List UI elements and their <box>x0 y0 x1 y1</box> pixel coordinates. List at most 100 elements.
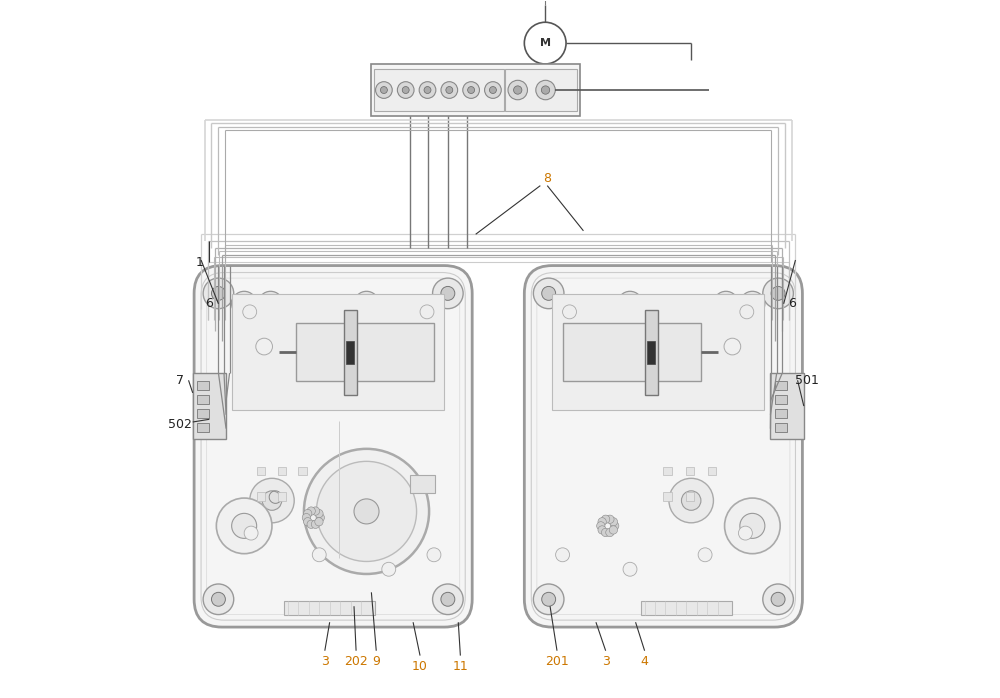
Circle shape <box>763 278 793 309</box>
Bar <box>645 309 658 395</box>
Circle shape <box>424 87 431 94</box>
Bar <box>552 295 764 410</box>
Bar <box>346 341 354 364</box>
Bar <box>775 409 787 418</box>
Circle shape <box>606 515 614 524</box>
Circle shape <box>698 548 712 562</box>
Text: 11: 11 <box>452 660 468 673</box>
Circle shape <box>468 87 475 94</box>
Circle shape <box>302 514 311 522</box>
Circle shape <box>747 299 757 309</box>
Circle shape <box>315 518 323 526</box>
Circle shape <box>763 584 793 614</box>
Text: 502: 502 <box>168 417 192 431</box>
Circle shape <box>211 593 225 607</box>
Bar <box>197 381 209 390</box>
Bar <box>193 373 226 439</box>
Circle shape <box>740 513 765 538</box>
Circle shape <box>541 86 550 94</box>
Circle shape <box>597 521 605 530</box>
Text: 202: 202 <box>344 655 368 669</box>
Circle shape <box>463 82 479 98</box>
Circle shape <box>420 305 434 319</box>
Bar <box>775 395 787 404</box>
Circle shape <box>738 526 752 540</box>
Text: 201: 201 <box>545 655 569 669</box>
FancyBboxPatch shape <box>194 265 472 627</box>
Circle shape <box>724 339 741 355</box>
Bar <box>296 323 434 381</box>
Text: 7: 7 <box>176 374 184 387</box>
Text: 3: 3 <box>321 655 329 669</box>
Circle shape <box>625 299 635 309</box>
Text: M: M <box>540 38 551 48</box>
Circle shape <box>315 510 323 518</box>
Text: 3: 3 <box>602 655 610 669</box>
Circle shape <box>609 526 618 534</box>
Circle shape <box>681 491 701 510</box>
Bar <box>686 467 694 475</box>
Circle shape <box>489 87 496 94</box>
Circle shape <box>244 526 258 540</box>
Bar <box>374 69 504 111</box>
Circle shape <box>441 82 458 98</box>
Circle shape <box>307 507 315 515</box>
Circle shape <box>536 80 555 100</box>
Bar <box>278 492 286 500</box>
Bar <box>663 467 672 475</box>
Circle shape <box>354 499 379 524</box>
Circle shape <box>771 593 785 607</box>
Circle shape <box>485 82 501 98</box>
Bar <box>770 373 804 439</box>
Bar <box>647 341 655 364</box>
Circle shape <box>382 563 396 576</box>
Bar <box>257 467 265 475</box>
Circle shape <box>316 514 324 522</box>
Bar <box>298 467 307 475</box>
Circle shape <box>304 518 312 526</box>
Circle shape <box>611 521 619 530</box>
Circle shape <box>402 87 409 94</box>
Circle shape <box>601 515 610 524</box>
Circle shape <box>609 518 618 526</box>
Circle shape <box>256 339 272 355</box>
Circle shape <box>203 584 234 614</box>
Bar <box>663 492 672 500</box>
Bar <box>775 423 787 432</box>
Circle shape <box>556 548 570 562</box>
Circle shape <box>508 80 527 100</box>
Bar <box>278 467 286 475</box>
Circle shape <box>601 528 610 537</box>
Bar <box>563 323 701 381</box>
Circle shape <box>243 305 257 319</box>
Circle shape <box>250 478 294 523</box>
Text: 1: 1 <box>196 255 204 269</box>
Bar <box>284 601 375 614</box>
Circle shape <box>312 548 326 562</box>
Circle shape <box>542 593 556 607</box>
Bar <box>505 69 577 111</box>
Circle shape <box>721 299 731 309</box>
Circle shape <box>266 299 275 309</box>
Text: 9: 9 <box>372 655 380 669</box>
Text: 8: 8 <box>543 172 551 185</box>
Circle shape <box>740 305 754 319</box>
Bar <box>641 601 732 614</box>
Circle shape <box>713 291 738 316</box>
Circle shape <box>419 82 436 98</box>
Bar <box>708 467 716 475</box>
Circle shape <box>740 291 765 316</box>
Bar <box>344 309 357 395</box>
Text: 6: 6 <box>788 297 796 311</box>
Circle shape <box>623 563 637 576</box>
Circle shape <box>307 520 315 528</box>
Circle shape <box>311 507 320 515</box>
Circle shape <box>211 286 225 300</box>
Circle shape <box>433 278 463 309</box>
Circle shape <box>380 87 387 94</box>
Circle shape <box>362 299 371 309</box>
Circle shape <box>441 286 455 300</box>
Circle shape <box>316 461 417 561</box>
Circle shape <box>216 498 272 554</box>
Circle shape <box>533 584 564 614</box>
